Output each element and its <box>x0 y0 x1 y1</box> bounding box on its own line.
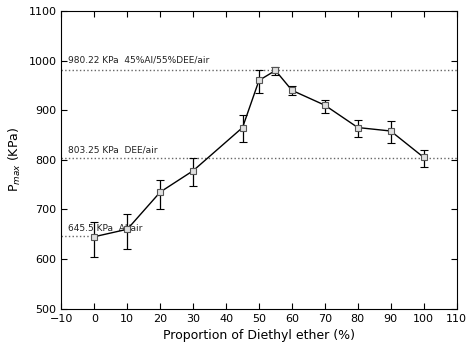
X-axis label: Proportion of Diethyl ether (%): Proportion of Diethyl ether (%) <box>163 329 355 342</box>
Y-axis label: P$_{max}$ (KPa): P$_{max}$ (KPa) <box>7 127 23 192</box>
Text: 980.22 KPa  45%Al/55%DEE/air: 980.22 KPa 45%Al/55%DEE/air <box>68 55 210 65</box>
Text: 645.5 KPa  Al/air: 645.5 KPa Al/air <box>68 223 142 232</box>
Text: 803.25 KPa  DEE/air: 803.25 KPa DEE/air <box>68 145 157 154</box>
